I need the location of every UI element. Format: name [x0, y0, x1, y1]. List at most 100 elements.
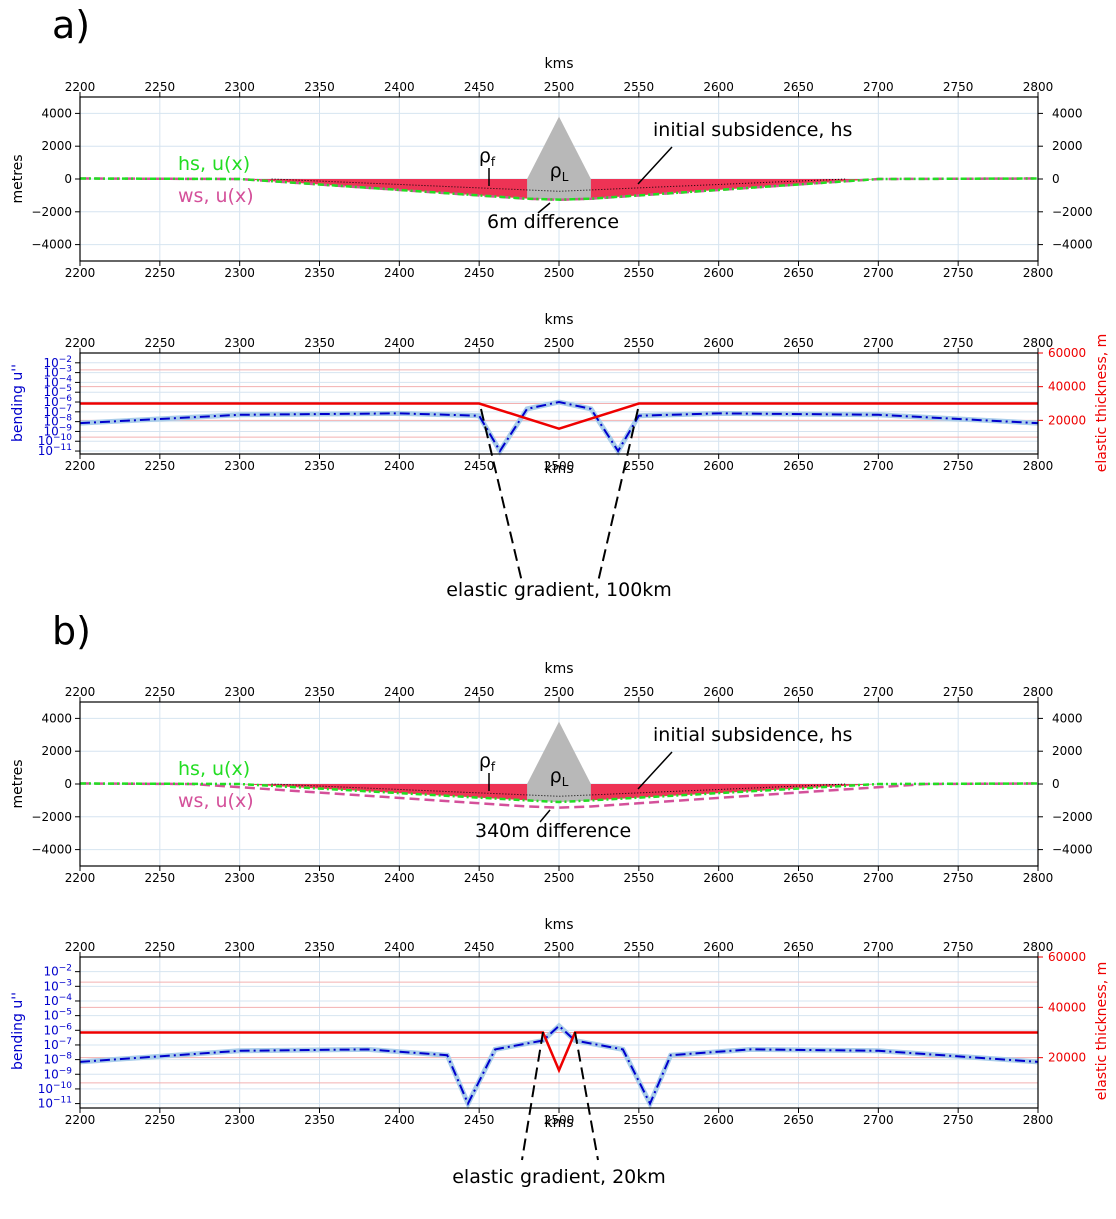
panel-a-x-label: kms — [544, 56, 573, 72]
panel-b-data — [79, 721, 1039, 809]
x-tick-label-top: 2750 — [943, 685, 974, 699]
x-tick-label-top: 2500 — [544, 940, 575, 954]
y-tick-label-left: 10−2 — [43, 355, 72, 370]
panel-a-difference-pointer — [537, 202, 551, 214]
x-tick-label-bottom: 2700 — [863, 459, 894, 473]
panel-a-initial-subsidence-pointer — [637, 146, 673, 185]
y-tick-label-left: 2000 — [41, 139, 72, 153]
x-tick-label-bottom: 2700 — [863, 871, 894, 885]
y-tick-label-left: 10−4 — [43, 374, 72, 389]
x-tick-label-bottom: 2200 — [65, 871, 96, 885]
x-tick-label-top: 2350 — [304, 80, 335, 94]
panel-b-series-hs-label: hs, u(x) — [178, 758, 250, 780]
panel-b-difference-pointer — [539, 809, 551, 823]
x-tick-label-bottom: 2500 — [544, 871, 575, 885]
x-tick-label-top: 2250 — [145, 336, 176, 350]
panel-a-fill-label: ρf — [479, 145, 496, 169]
x-tick-label-top: 2600 — [703, 685, 734, 699]
ws-deflection-line — [79, 782, 1039, 809]
x-tick-label-top: 2500 — [544, 336, 575, 350]
x-tick-label-bottom: 2200 — [65, 266, 96, 280]
panel-a-bending-ticks: 2200 2200 2250 2250 2300 2300 2350 2350 2400 2400… — [38, 336, 1086, 473]
x-tick-label-bottom: 2700 — [863, 266, 894, 280]
x-tick-label-bottom: 2200 — [65, 459, 96, 473]
x-tick-label-top: 2550 — [624, 80, 655, 94]
y-tick-label-right: 0 — [1052, 777, 1060, 791]
y-tick-label-left: 10−10 — [38, 433, 73, 448]
x-tick-label-bottom: 2300 — [224, 266, 255, 280]
y2-tick-label-right: 60000 — [1048, 346, 1086, 360]
x-tick-label-bottom: 2550 — [624, 1113, 655, 1127]
x-tick-label-bottom: 2550 — [624, 459, 655, 473]
y-tick-label-right: 2000 — [1052, 139, 1083, 153]
x-tick-label-bottom: 2300 — [224, 871, 255, 885]
panel-a-initial-subsidence-label: initial subsidence, hs — [653, 119, 852, 141]
x-tick-label-bottom: 2750 — [943, 266, 974, 280]
x-tick-label-top: 2300 — [224, 940, 255, 954]
x-tick-label-bottom: 2750 — [943, 871, 974, 885]
x-tick-label-bottom: 2450 — [464, 266, 495, 280]
panel-a-gradient-label: elastic gradient, 100km — [446, 579, 672, 601]
panel-letter-a: a) — [52, 3, 90, 47]
x-tick-label-bottom: 2450 — [464, 1113, 495, 1127]
x-tick-label-bottom: 2350 — [304, 459, 335, 473]
panel-a-bending-y2-label: elastic thickness, m — [1094, 334, 1110, 473]
x-tick-label-top: 2200 — [65, 336, 96, 350]
x-tick-label-bottom: 2800 — [1023, 871, 1054, 885]
y-tick-label-left: 2000 — [41, 744, 72, 758]
x-tick-label-bottom: 2250 — [145, 459, 176, 473]
x-tick-label-top: 2200 — [65, 940, 96, 954]
x-tick-label-bottom: 2300 — [224, 459, 255, 473]
x-tick-label-top: 2450 — [464, 685, 495, 699]
x-tick-label-top: 2800 — [1023, 80, 1054, 94]
x-tick-label-top: 2750 — [943, 80, 974, 94]
bending-line — [79, 1024, 1039, 1106]
panel-a-bending-y-label: bending u'' — [10, 364, 26, 442]
x-tick-label-bottom: 2600 — [703, 871, 734, 885]
bending-line — [79, 401, 1039, 453]
x-tick-label-bottom: 2350 — [304, 266, 335, 280]
load-root — [527, 784, 591, 803]
y-tick-label-right: 4000 — [1052, 711, 1083, 725]
panel-a-gradient-pointer-left — [480, 408, 523, 583]
x-tick-label-top: 2300 — [224, 80, 255, 94]
load-triangle — [527, 116, 591, 179]
y-tick-label-left: 0 — [64, 172, 72, 186]
x-tick-label-top: 2350 — [304, 336, 335, 350]
panel-b-gradient-pointer-left — [521, 1031, 544, 1161]
load-root — [527, 179, 591, 200]
x-tick-label-top: 2800 — [1023, 685, 1054, 699]
x-tick-label-top: 2700 — [863, 336, 894, 350]
y-tick-label-left: 10−11 — [38, 443, 72, 458]
x-tick-label-top: 2300 — [224, 685, 255, 699]
load-triangle — [527, 721, 591, 784]
y-tick-label-left: 10−7 — [43, 1037, 72, 1052]
x-tick-label-bottom: 2400 — [384, 871, 415, 885]
x-tick-label-top: 2450 — [464, 940, 495, 954]
panel-b-bending-ticks: 2200 2200 2250 2250 2300 2300 2350 2350 2400 2400… — [38, 940, 1086, 1127]
x-tick-label-bottom: 2800 — [1023, 1113, 1054, 1127]
panel-b-initial-subsidence-label: initial subsidence, hs — [653, 724, 852, 746]
y-tick-label-left: 10−5 — [43, 384, 72, 399]
panel-b-bending-x-label-bottom: kms — [544, 1115, 573, 1131]
y-tick-label-left: 10−4 — [43, 993, 72, 1008]
panel-a-series-ws-label: ws, u(x) — [178, 185, 254, 207]
y-tick-label-left: 10−6 — [43, 394, 72, 409]
panel-b-bending-y-label: bending u'' — [10, 992, 26, 1070]
x-tick-label-top: 2400 — [384, 336, 415, 350]
y2-tick-label-right: 60000 — [1048, 950, 1086, 964]
x-tick-label-bottom: 2500 — [544, 459, 575, 473]
x-tick-label-bottom: 2500 — [544, 1113, 575, 1127]
elastic-thickness-line — [80, 1031, 1038, 1074]
y-tick-label-left: 10−5 — [43, 1008, 72, 1023]
x-tick-label-bottom: 2650 — [783, 459, 814, 473]
x-tick-label-bottom: 2750 — [943, 1113, 974, 1127]
x-tick-label-bottom: 2350 — [304, 871, 335, 885]
x-tick-label-top: 2450 — [464, 336, 495, 350]
x-tick-label-bottom: 2200 — [65, 1113, 96, 1127]
x-tick-label-bottom: 2450 — [464, 871, 495, 885]
y-tick-label-left: 4000 — [41, 106, 72, 120]
x-tick-label-bottom: 2550 — [624, 871, 655, 885]
y-tick-label-right: −2000 — [1052, 205, 1093, 219]
